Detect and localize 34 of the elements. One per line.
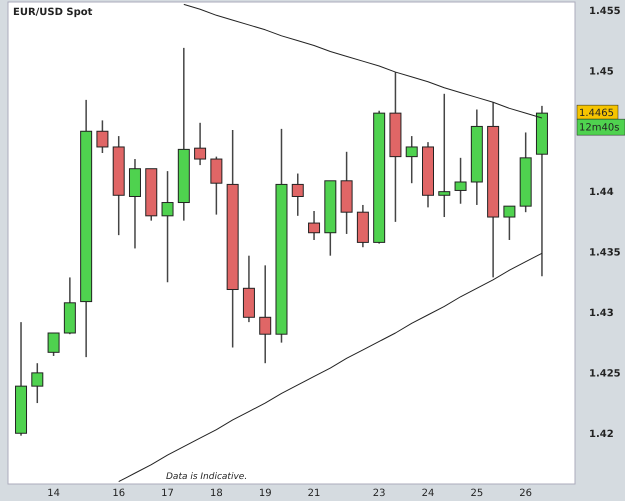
x-tick-label: 21: [308, 488, 320, 499]
annotation: Data is Indicative.: [166, 472, 248, 482]
candlestick: [48, 332, 60, 357]
candlestick: [162, 170, 174, 284]
candlestick: [454, 157, 467, 204]
y-tick-label: 1.455: [589, 6, 621, 17]
candlestick: [406, 135, 418, 184]
candlestick: [96, 120, 108, 154]
text: 1.4465: [579, 108, 614, 120]
candlestick: [31, 362, 44, 404]
y-tick-label: 1.435: [589, 248, 621, 259]
text: 12m40s: [579, 122, 620, 134]
x-tick-label: 16: [112, 488, 126, 499]
y-tick-label: 1.44: [589, 187, 614, 198]
x-tick-label: 24: [422, 488, 434, 499]
y-tick-label: 1.43: [589, 308, 614, 319]
text: EUR/USD Spot: [13, 7, 93, 18]
x-tick-label: 26: [519, 488, 532, 499]
candlestick: [438, 93, 450, 218]
candlestick: [259, 264, 272, 364]
candlestick: [292, 172, 304, 217]
x-tick-label: 19: [258, 488, 272, 499]
x-tick-label: 25: [470, 488, 484, 499]
candlestick: [503, 205, 516, 241]
x-tick-label: 18: [210, 488, 223, 499]
y-tick-label: 1.42: [589, 428, 614, 440]
y-tick-label: 1.45: [589, 66, 614, 78]
y-tick-label: 1.425: [589, 368, 621, 380]
x-tick-label: 23: [372, 488, 386, 499]
candlestick: [308, 210, 320, 241]
x-tick-label: 17: [161, 488, 174, 499]
candlestick: [194, 122, 206, 166]
x-tick-label: 14: [47, 488, 60, 499]
line-series: [118, 252, 542, 482]
